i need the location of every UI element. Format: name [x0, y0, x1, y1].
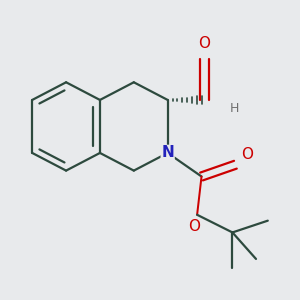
Text: H: H [230, 102, 239, 115]
Text: O: O [241, 147, 253, 162]
Text: N: N [161, 146, 174, 160]
Text: O: O [188, 219, 200, 234]
Text: O: O [199, 36, 211, 51]
